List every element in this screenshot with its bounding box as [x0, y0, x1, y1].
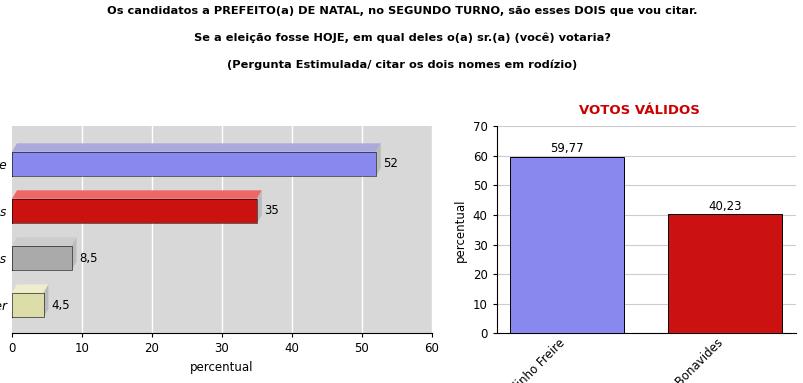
Polygon shape — [43, 284, 48, 317]
Polygon shape — [12, 284, 48, 293]
Bar — [12, 293, 43, 317]
Text: 59,77: 59,77 — [550, 142, 583, 155]
Polygon shape — [376, 143, 381, 176]
Text: (Pergunta Estimulada/ citar os dois nomes em rodízio): (Pergunta Estimulada/ citar os dois nome… — [226, 59, 577, 70]
Polygon shape — [12, 237, 76, 246]
Polygon shape — [71, 237, 76, 270]
Text: 4,5: 4,5 — [51, 298, 70, 311]
Text: 52: 52 — [383, 157, 398, 170]
X-axis label: percentual: percentual — [190, 361, 254, 374]
Bar — [12, 199, 257, 223]
Polygon shape — [12, 143, 381, 152]
Bar — [12, 246, 71, 270]
Text: 35: 35 — [264, 205, 279, 218]
Bar — [667, 214, 781, 333]
Bar — [12, 152, 376, 176]
Text: 8,5: 8,5 — [79, 252, 98, 265]
Polygon shape — [257, 190, 262, 223]
Text: Os candidatos a PREFEITO(a) DE NATAL, no SEGUNDO TURNO, são esses DOIS que vou c: Os candidatos a PREFEITO(a) DE NATAL, no… — [107, 6, 696, 16]
Text: Se a eleição fosse HOJE, em qual deles o(a) sr.(a) (você) votaria?: Se a eleição fosse HOJE, em qual deles o… — [194, 33, 609, 43]
Text: VOTOS VÁLIDOS: VOTOS VÁLIDOS — [578, 104, 699, 117]
Polygon shape — [12, 190, 262, 199]
Text: 40,23: 40,23 — [707, 200, 741, 213]
Y-axis label: percentual: percentual — [454, 198, 467, 262]
Bar — [510, 157, 623, 333]
